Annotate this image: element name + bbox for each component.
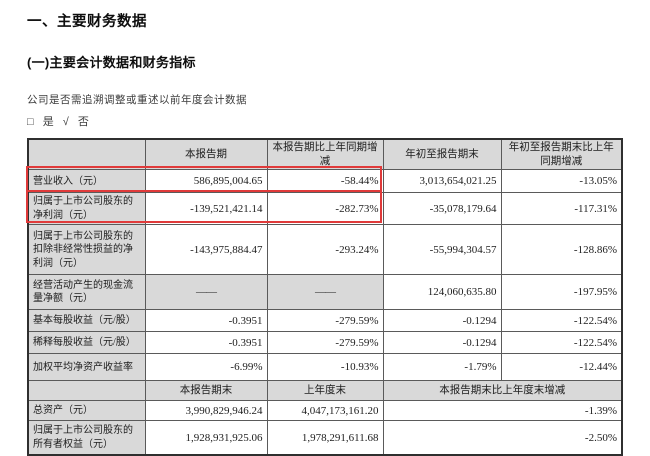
table-cell: 1,928,931,925.06 bbox=[144, 420, 268, 456]
row-label: 营业收入（元） bbox=[27, 169, 146, 194]
table-cell: 3,013,654,021.25 bbox=[382, 169, 502, 194]
table-cell: -279.59% bbox=[266, 331, 384, 355]
table-header-row-1: 本报告期 本报告期比上年同期增减 年初至报告期末 年初至报告期末比上年同期增减 bbox=[27, 138, 623, 171]
row-label: 归属于上市公司股东的扣除非经常性损益的净利润（元） bbox=[27, 224, 146, 276]
table-row-shareholders-equity: 归属于上市公司股东的所有者权益（元） 1,928,931,925.06 1,97… bbox=[27, 420, 623, 456]
restatement-question: 公司是否需追溯调整或重述以前年度会计数据 bbox=[27, 94, 247, 106]
table-cell: -122.54% bbox=[500, 309, 623, 333]
subsection-title: (一)主要会计数据和财务指标 bbox=[27, 55, 196, 70]
row-label: 基本每股收益（元/股） bbox=[27, 309, 146, 333]
header-cell-ytd-yoy-change: 年初至报告期末比上年同期增减 bbox=[500, 138, 623, 171]
table-cell: 4,047,173,161.20 bbox=[266, 400, 384, 422]
header-cell-empty bbox=[27, 138, 146, 171]
table-cell: -55,994,304.57 bbox=[382, 224, 502, 276]
table-cell-dash: —— bbox=[266, 274, 384, 311]
table-cell: -13.05% bbox=[500, 169, 623, 194]
table-cell: -279.59% bbox=[266, 309, 384, 333]
table-row-net-profit: 归属于上市公司股东的净利润（元） -139,521,421.14 -282.73… bbox=[27, 192, 623, 226]
header-cell-period-end-change: 本报告期末比上年度末增减 bbox=[382, 380, 623, 402]
row-label: 总资产（元） bbox=[27, 400, 146, 422]
table-row-weighted-roe: 加权平均净资产收益率 -6.99% -10.93% -1.79% -12.44% bbox=[27, 353, 623, 382]
checkbox-unchecked-icon: □ bbox=[27, 116, 34, 128]
table-cell: -2.50% bbox=[382, 420, 623, 456]
table-header-row-2: 本报告期末 上年度末 本报告期末比上年度末增减 bbox=[27, 380, 623, 402]
table-cell: 124,060,635.80 bbox=[382, 274, 502, 311]
table-cell: -0.3951 bbox=[144, 331, 268, 355]
table-cell: -128.86% bbox=[500, 224, 623, 276]
no-label: 否 bbox=[77, 116, 89, 128]
table-cell: -6.99% bbox=[144, 353, 268, 382]
table-cell: -282.73% bbox=[266, 192, 384, 226]
header-cell-current-period: 本报告期 bbox=[144, 138, 268, 171]
table-cell: 1,978,291,611.68 bbox=[266, 420, 384, 456]
table-cell: -10.93% bbox=[266, 353, 384, 382]
row-label: 归属于上市公司股东的所有者权益（元） bbox=[27, 420, 146, 456]
table-cell: 3,990,829,946.24 bbox=[144, 400, 268, 422]
table-cell: -0.1294 bbox=[382, 309, 502, 333]
financial-indicators-table: 本报告期 本报告期比上年同期增减 年初至报告期末 年初至报告期末比上年同期增减 … bbox=[27, 138, 623, 456]
yes-no-choice-line: □ 是 √ 否 bbox=[27, 113, 650, 129]
table-cell: -12.44% bbox=[500, 353, 623, 382]
table-cell: -1.79% bbox=[382, 353, 502, 382]
table-cell: -0.1294 bbox=[382, 331, 502, 355]
yes-label: 是 bbox=[42, 116, 54, 128]
table-cell: -35,078,179.64 bbox=[382, 192, 502, 226]
table-cell: -1.39% bbox=[382, 400, 623, 422]
checkmark-icon: √ bbox=[62, 116, 69, 128]
row-label: 归属于上市公司股东的净利润（元） bbox=[27, 192, 146, 226]
table-cell: -197.95% bbox=[500, 274, 623, 311]
header-cell-empty bbox=[27, 380, 146, 402]
table-cell: -122.54% bbox=[500, 331, 623, 355]
table-cell: -0.3951 bbox=[144, 309, 268, 333]
row-label: 稀释每股收益（元/股） bbox=[27, 331, 146, 355]
table-row-revenue: 营业收入（元） 586,895,004.65 -58.44% 3,013,654… bbox=[27, 169, 623, 194]
table-cell: -143,975,884.47 bbox=[144, 224, 268, 276]
section-title: 一、主要财务数据 bbox=[27, 14, 147, 30]
table-cell: -58.44% bbox=[266, 169, 384, 194]
table-row-net-profit-excl-nonrecurring: 归属于上市公司股东的扣除非经常性损益的净利润（元） -143,975,884.4… bbox=[27, 224, 623, 276]
header-cell-prior-year-end: 上年度末 bbox=[266, 380, 384, 402]
table-cell-dash: —— bbox=[144, 274, 268, 311]
table-row-operating-cash-flow: 经营活动产生的现金流量净额（元） —— —— 124,060,635.80 -1… bbox=[27, 274, 623, 311]
header-cell-period-yoy-change: 本报告期比上年同期增减 bbox=[266, 138, 384, 171]
financial-table-wrap: 本报告期 本报告期比上年同期增减 年初至报告期末 年初至报告期末比上年同期增减 … bbox=[26, 138, 623, 456]
table-cell: 586,895,004.65 bbox=[144, 169, 268, 194]
table-row-total-assets: 总资产（元） 3,990,829,946.24 4,047,173,161.20… bbox=[27, 400, 623, 422]
header-cell-ytd: 年初至报告期末 bbox=[382, 138, 502, 171]
table-cell: -293.24% bbox=[266, 224, 384, 276]
table-cell: -139,521,421.14 bbox=[144, 192, 268, 226]
row-label: 经营活动产生的现金流量净额（元） bbox=[27, 274, 146, 311]
table-row-basic-eps: 基本每股收益（元/股） -0.3951 -279.59% -0.1294 -12… bbox=[27, 309, 623, 333]
header-cell-period-end: 本报告期末 bbox=[144, 380, 268, 402]
row-label: 加权平均净资产收益率 bbox=[27, 353, 146, 382]
table-row-diluted-eps: 稀释每股收益（元/股） -0.3951 -279.59% -0.1294 -12… bbox=[27, 331, 623, 355]
table-cell: -117.31% bbox=[500, 192, 623, 226]
